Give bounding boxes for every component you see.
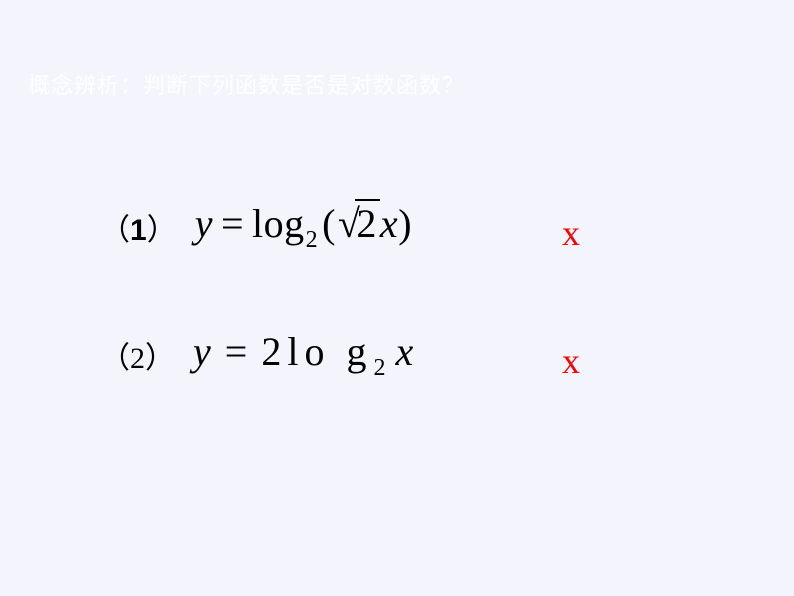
answer-mark-1: x [562, 212, 580, 254]
coef: 2 [261, 329, 287, 374]
log-base: 2 [306, 227, 319, 253]
sqrt-body: 2 [355, 199, 380, 246]
var-x: x [395, 329, 419, 374]
log-text: log [252, 201, 305, 246]
formula-2: y=2lo g2x [193, 328, 419, 382]
num-close: ） [147, 214, 177, 247]
num-close: ） [145, 342, 175, 375]
var-y: y [195, 201, 213, 246]
equation-row-1: （1） y=log2(√2x) [100, 200, 412, 254]
formula-1: y=log2(√2x) [195, 200, 412, 254]
log-text: lo g [287, 329, 372, 374]
answer-mark-2: x [562, 340, 580, 382]
equation-row-2: （2） y=2lo g2x [100, 328, 419, 382]
var-y: y [193, 329, 217, 374]
num-open: （ [100, 342, 130, 375]
heading-text: 概念辨析：判断下列函数是否是对数函数？ [28, 68, 465, 100]
num-digit: 1 [130, 214, 147, 247]
sqrt: √2 [336, 200, 380, 247]
item-number-1: （1） [100, 205, 177, 249]
equals: = [221, 201, 244, 246]
paren-open: ( [322, 201, 336, 246]
num-digit: 2 [130, 342, 145, 375]
var-x: x [380, 201, 398, 246]
equals: = [225, 329, 254, 374]
item-number-2: （2） [100, 333, 175, 377]
num-open: （ [100, 214, 130, 247]
paren-close: ) [398, 201, 412, 246]
log-base: 2 [373, 355, 391, 381]
